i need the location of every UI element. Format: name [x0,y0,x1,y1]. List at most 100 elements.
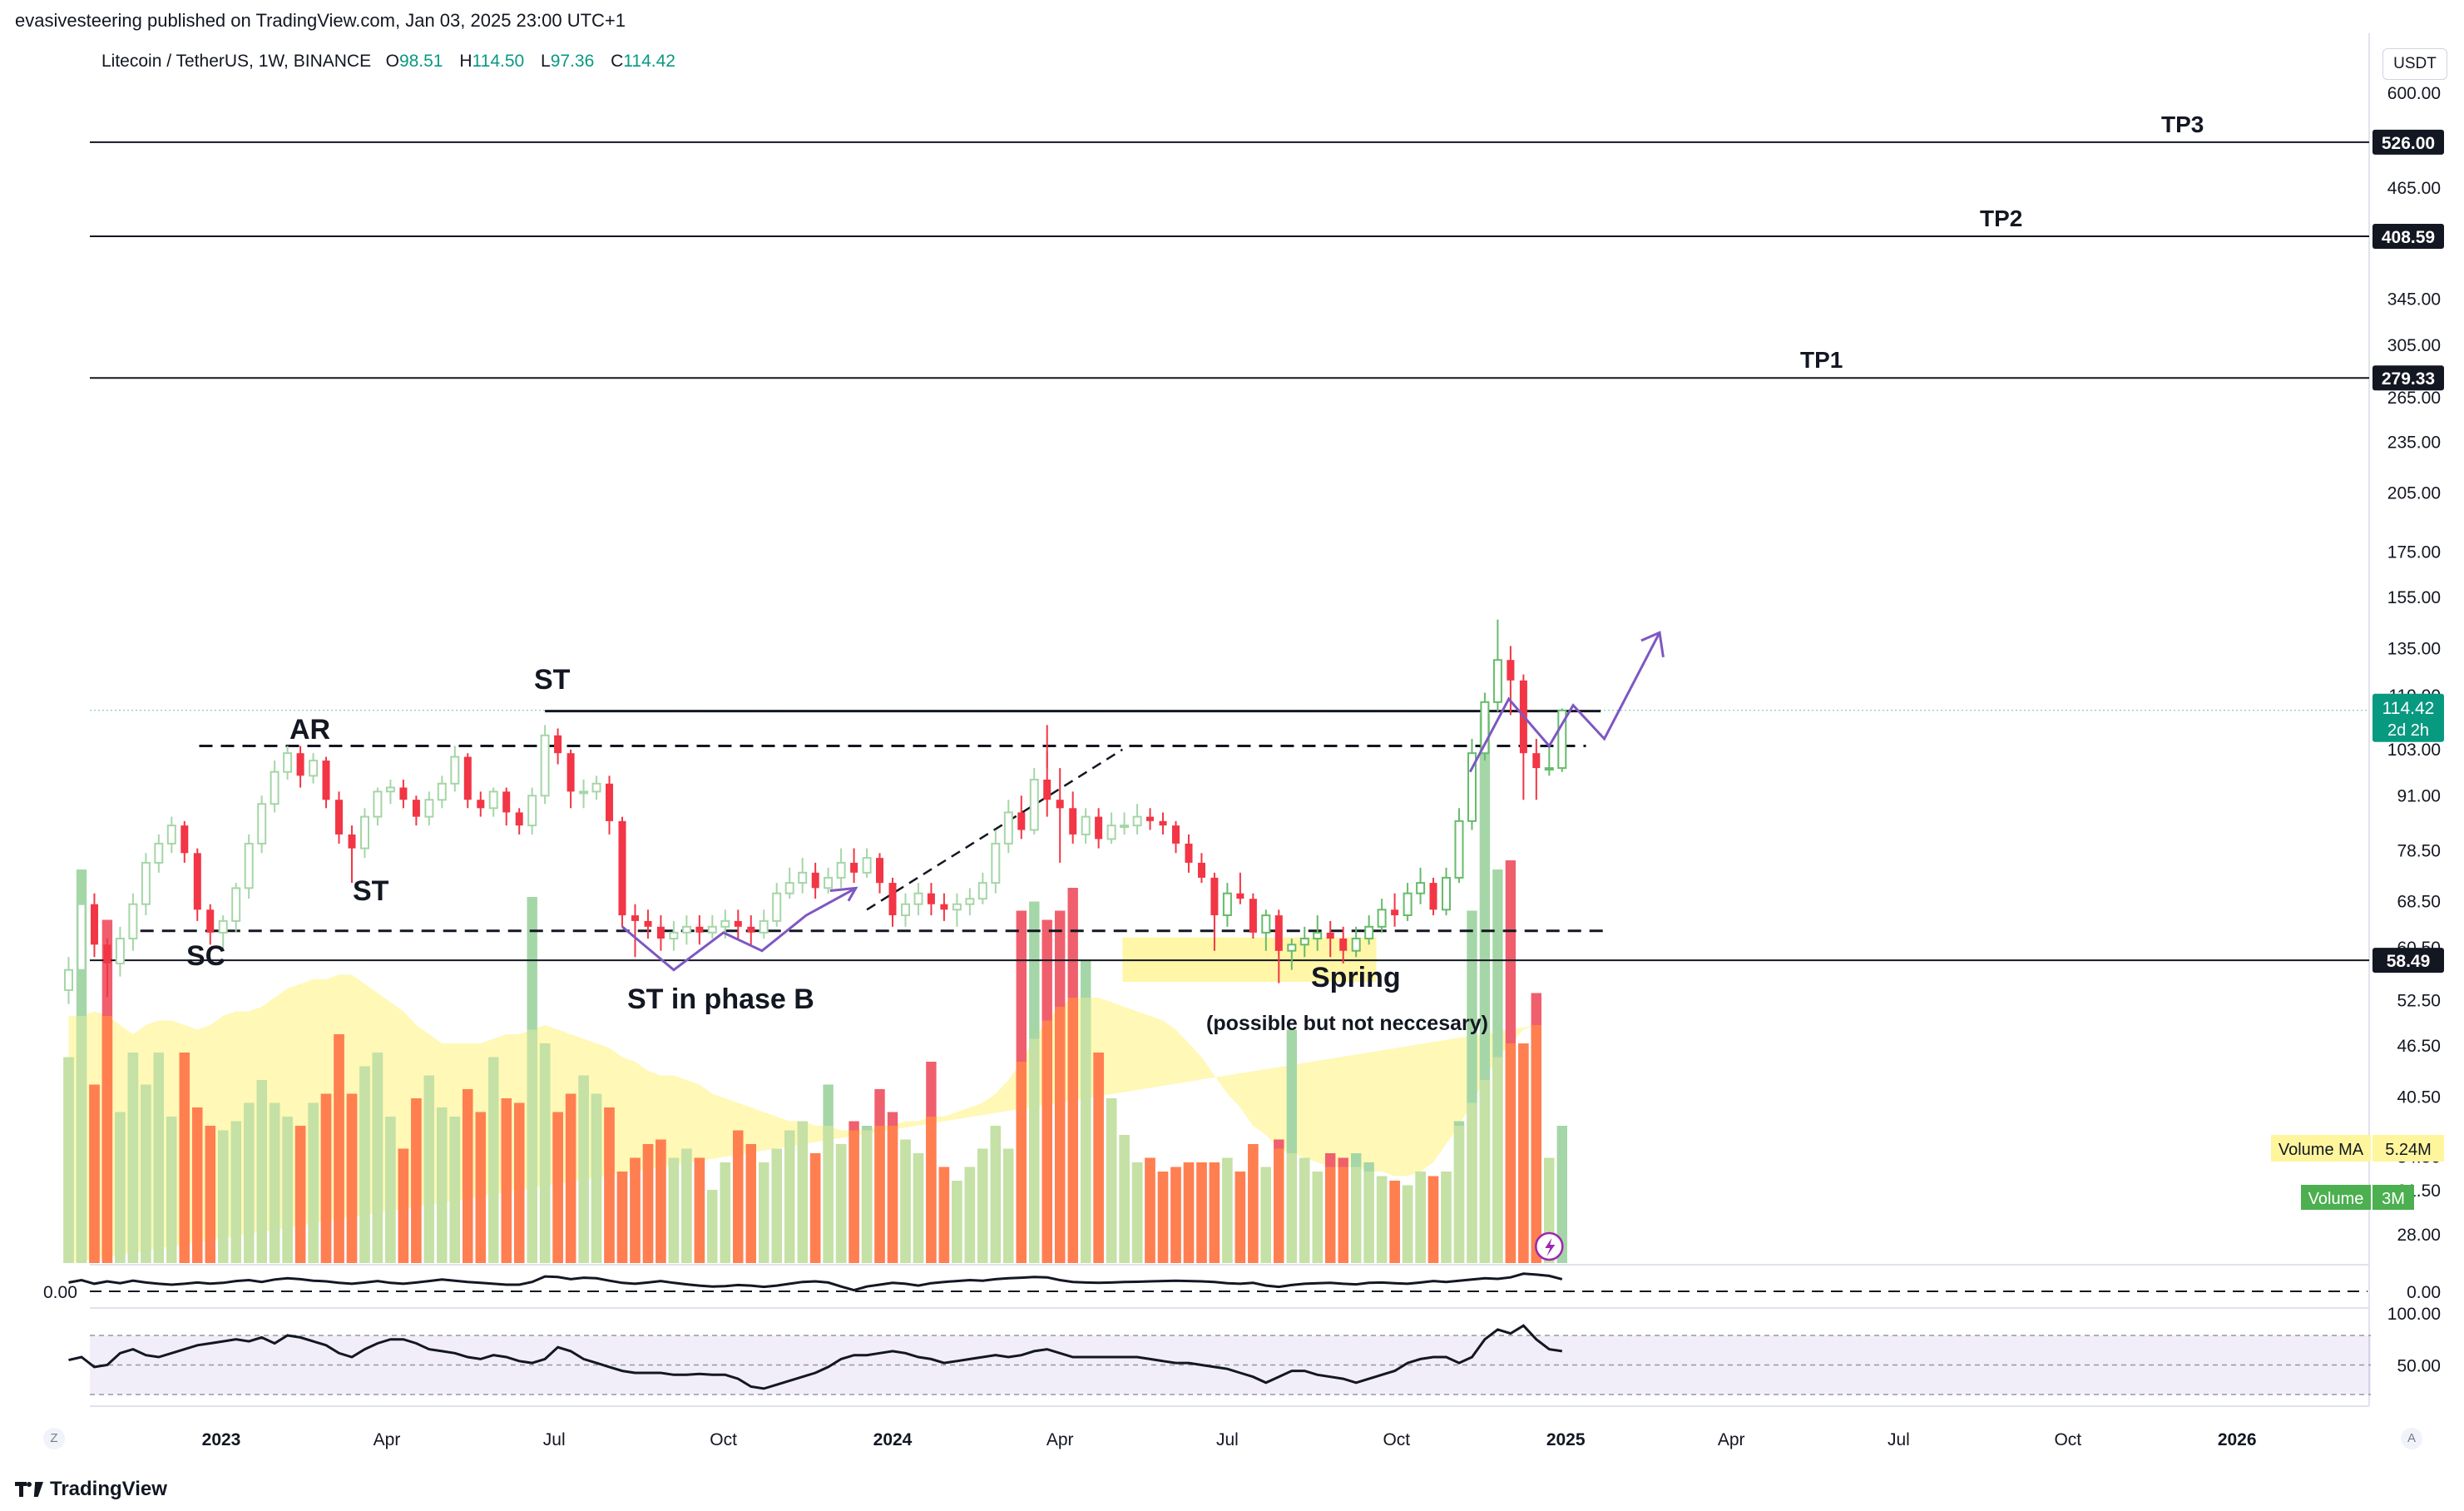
candle-body [784,882,794,894]
candle-body [631,915,639,921]
current-price-countdown: 2d 2h [2387,721,2429,740]
candle-body [296,753,304,776]
volume-bar-ma-part [1003,1148,1014,1263]
volume-bar-ma-part [1286,1153,1297,1263]
candle-body [1222,892,1232,916]
candle-body [1146,816,1154,821]
volume-bar-ma-part [423,1075,434,1263]
volume-bar-ma-part [1441,1172,1452,1263]
volume-bar-ma-part [1016,1062,1027,1263]
volume-bar-ma-part [1170,1167,1181,1263]
volume-bar-ma-part [1376,1176,1388,1263]
symbol-name[interactable]: Litecoin / TetherUS, 1W, BINANCE [101,52,372,71]
volume-bar-ma-part [874,1126,885,1263]
candle-body [1480,701,1490,755]
volume-bar-ma-part [797,1121,808,1263]
volume-bar-ma-part [926,1117,937,1263]
label-spring: Spring [1311,962,1401,993]
volume-badge [2301,1185,2371,1210]
low-label: L [541,52,551,71]
volume-bar-ma-part [230,1121,241,1263]
candle-body [1003,811,1013,845]
volume-bar-ma-part [256,1080,267,1263]
volume-bar-ma-part [320,1093,332,1263]
volume-bar-ma-part [346,1093,358,1263]
candle-body [154,842,164,864]
candle-body [502,791,511,813]
volume-bar-ma-part [141,1084,151,1263]
volume-bar-ma-part [205,1126,215,1263]
volume-bar-ma-part [900,1139,911,1263]
volume-bar-ma-part [1260,1167,1271,1263]
volume-bar-ma-part [501,1098,512,1263]
volume-bar-ma-part [1325,1167,1336,1263]
volume-bar-ma-part [642,1144,654,1263]
candle-body [437,782,447,801]
volume-bar-ma-part [398,1148,409,1263]
price-level-badge-text: 408.59 [2382,228,2435,247]
lightning-icon-glyph [1545,1238,1556,1256]
candle-body [1544,767,1554,771]
volume-bar-ma-part [244,1102,255,1263]
candle-body [540,734,550,797]
candle-body [669,931,679,940]
candle-body [1132,815,1142,827]
candle-body [309,760,319,777]
candle-body [1043,780,1051,800]
candle-body [1249,899,1257,933]
candle-body [1287,944,1297,952]
auto-scale-icon[interactable]: A [2401,1428,2422,1449]
volume-bar-ma-part [1067,998,1078,1263]
candle-body [618,820,626,916]
label-sc: SC [186,940,225,972]
osc2-line [68,1324,1563,1390]
volume-bar-ma-part [887,1126,898,1263]
candle-body [811,872,819,889]
volume-bar-ma-part [101,1016,113,1263]
candle-body [1364,925,1374,940]
volume-bar-ma-part [1299,1157,1310,1263]
candle-body [1507,660,1515,681]
currency-unit-button[interactable]: USDT [2382,48,2447,80]
candle-body [1106,825,1116,840]
candle-body [1454,820,1464,879]
projection-path [1468,632,1661,773]
candle-body [399,787,408,800]
published-caption: evasivesteering published on TradingView… [15,10,626,31]
candle-body [283,752,293,773]
volume-bar-ma-part [1183,1162,1195,1263]
time-axis-label: Jul [1216,1430,1239,1449]
candle-body [567,753,575,792]
volume-bar-ma-part [1029,1038,1040,1263]
time-axis-label: 2026 [2218,1430,2257,1449]
candle-body [1198,862,1205,878]
candle-body [901,903,910,917]
time-axis-label: 2024 [873,1430,913,1449]
volume-bar-ma-part [913,1153,924,1263]
price-tick: 265.00 [2387,389,2441,408]
candle-body [1172,825,1180,844]
candle-body [1299,938,1309,946]
volume-bar-ma-part [835,1144,847,1263]
candle-body [695,926,704,933]
volume-bar-ma-part [488,1057,499,1263]
candle-body [940,904,948,910]
candle-body [772,892,782,922]
volume-bar-ma-part [1402,1185,1413,1263]
candle-body [554,735,562,754]
time-axis-label: Apr [374,1430,401,1449]
candle-body [244,842,254,889]
volume-bar-ma-part [1351,1167,1362,1263]
volume-bar-ma-part [990,1126,1001,1263]
zoom-reset-icon[interactable]: Z [43,1428,65,1449]
label-tp1: TP1 [1800,347,1843,373]
candle-body [373,790,383,818]
price-tick: 46.50 [2397,1037,2441,1056]
volume-bar-ma-part [1157,1172,1169,1263]
candle-body [824,876,834,889]
time-axis-label: Oct [710,1430,737,1449]
volume-bar-ma-part [733,1130,744,1263]
volume-bar-ma-part [1131,1162,1143,1263]
trend-dashed-line [866,748,1124,911]
